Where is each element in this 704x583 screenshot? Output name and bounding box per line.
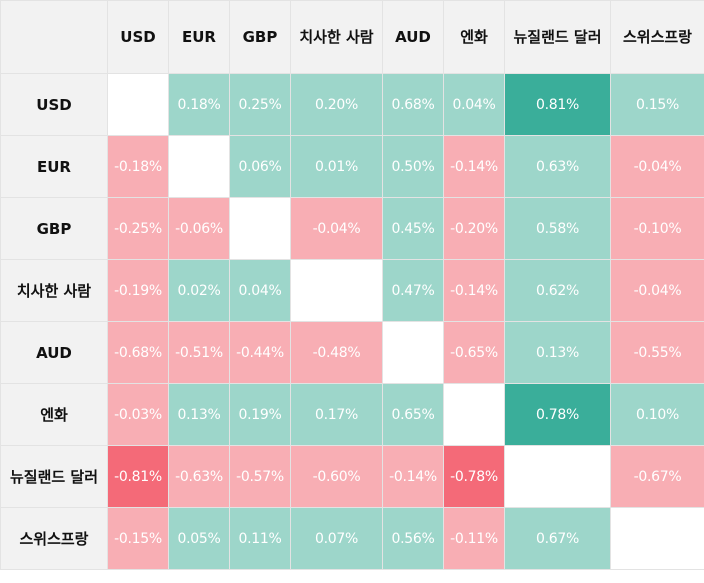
heatmap-cell: -0.81% <box>107 445 169 508</box>
row-header: EUR <box>0 135 108 198</box>
heatmap-cell: 0.04% <box>229 259 291 322</box>
heatmap-cell-empty <box>610 507 704 570</box>
heatmap-cell-empty <box>168 135 230 198</box>
row-header: 스위스프랑 <box>0 507 108 570</box>
heatmap-cell: 0.10% <box>610 383 704 446</box>
heatmap-cell: 0.62% <box>504 259 611 322</box>
heatmap-row: 뉴질랜드 달러 -0.81% -0.63% -0.57% -0.60% -0.14% -0.… <box>0 445 704 508</box>
heatmap-cell: -0.51% <box>168 321 230 384</box>
heatmap-cell: -0.18% <box>107 135 169 198</box>
heatmap-cell: -0.67% <box>610 445 704 508</box>
col-header: 스위스프랑 <box>610 0 704 74</box>
heatmap-cell: 0.81% <box>504 73 611 136</box>
heatmap-row: USD 0.18% 0.25% 0.20% 0.68% 0.04% 0.81% 0.15% <box>0 73 704 136</box>
col-header: 치사한 사람 <box>290 0 383 74</box>
col-header: 뉴질랜드 달러 <box>504 0 611 74</box>
heatmap-cell: -0.44% <box>229 321 291 384</box>
heatmap-cell-empty <box>382 321 444 384</box>
heatmap-cell: 0.45% <box>382 197 444 260</box>
row-header: GBP <box>0 197 108 260</box>
heatmap-cell: -0.14% <box>443 135 505 198</box>
heatmap-cell: -0.14% <box>382 445 444 508</box>
heatmap-cell: 0.50% <box>382 135 444 198</box>
heatmap-row: GBP -0.25% -0.06% -0.04% 0.45% -0.20% 0.58% -0.… <box>0 197 704 260</box>
heatmap-cell: 0.17% <box>290 383 383 446</box>
row-header: AUD <box>0 321 108 384</box>
heatmap-cell: 0.11% <box>229 507 291 570</box>
heatmap-cell: 0.78% <box>504 383 611 446</box>
currency-heatmap: USD EUR GBP 치사한 사람 AUD 엔화 뉴질랜드 달러 스위스프랑 … <box>0 0 704 570</box>
heatmap-cell: 0.25% <box>229 73 291 136</box>
heatmap-row: EUR -0.18% 0.06% 0.01% 0.50% -0.14% 0.63% -0.04… <box>0 135 704 198</box>
heatmap-cell: -0.04% <box>290 197 383 260</box>
heatmap-cell-empty <box>290 259 383 322</box>
heatmap-row: AUD -0.68% -0.51% -0.44% -0.48% -0.65% 0.13% -0… <box>0 321 704 384</box>
heatmap-cell: 0.07% <box>290 507 383 570</box>
heatmap-cell: -0.03% <box>107 383 169 446</box>
heatmap-cell: 0.19% <box>229 383 291 446</box>
heatmap-row: 치사한 사람 -0.19% 0.02% 0.04% 0.47% -0.14% 0.62% -0… <box>0 259 704 322</box>
heatmap-cell: -0.57% <box>229 445 291 508</box>
row-header: 치사한 사람 <box>0 259 108 322</box>
heatmap-cell: -0.15% <box>107 507 169 570</box>
col-header: AUD <box>382 0 444 74</box>
heatmap-cell: 0.02% <box>168 259 230 322</box>
heatmap-cell: 0.04% <box>443 73 505 136</box>
heatmap-cell: -0.48% <box>290 321 383 384</box>
heatmap-cell-empty <box>443 383 505 446</box>
heatmap-cell: -0.10% <box>610 197 704 260</box>
heatmap-cell-empty <box>229 197 291 260</box>
heatmap-cell: -0.11% <box>443 507 505 570</box>
heatmap-cell-empty <box>504 445 611 508</box>
heatmap-cell: 0.68% <box>382 73 444 136</box>
heatmap-body: USD 0.18% 0.25% 0.20% 0.68% 0.04% 0.81% 0.15% EU… <box>0 73 704 570</box>
heatmap-cell: -0.14% <box>443 259 505 322</box>
heatmap-row: 엔화 -0.03% 0.13% 0.19% 0.17% 0.65% 0.78% 0.10% <box>0 383 704 446</box>
col-header: EUR <box>168 0 230 74</box>
heatmap-row: 스위스프랑 -0.15% 0.05% 0.11% 0.07% 0.56% -0.11% 0.6… <box>0 507 704 570</box>
corner-cell <box>0 0 108 74</box>
heatmap-cell: 0.13% <box>504 321 611 384</box>
row-header: 뉴질랜드 달러 <box>0 445 108 508</box>
heatmap-cell: -0.25% <box>107 197 169 260</box>
heatmap-cell: 0.05% <box>168 507 230 570</box>
heatmap-cell: -0.55% <box>610 321 704 384</box>
heatmap-cell: 0.56% <box>382 507 444 570</box>
heatmap-cell: 0.15% <box>610 73 704 136</box>
heatmap-cell: -0.65% <box>443 321 505 384</box>
row-header: 엔화 <box>0 383 108 446</box>
heatmap-cell: 0.63% <box>504 135 611 198</box>
heatmap-cell: -0.04% <box>610 135 704 198</box>
row-header: USD <box>0 73 108 136</box>
heatmap-cell: -0.78% <box>443 445 505 508</box>
heatmap-cell: 0.18% <box>168 73 230 136</box>
heatmap-cell: -0.60% <box>290 445 383 508</box>
heatmap-cell: -0.06% <box>168 197 230 260</box>
header-row: USD EUR GBP 치사한 사람 AUD 엔화 뉴질랜드 달러 스위스프랑 <box>0 0 704 74</box>
heatmap-cell: 0.47% <box>382 259 444 322</box>
heatmap-cell: -0.68% <box>107 321 169 384</box>
heatmap-cell: -0.19% <box>107 259 169 322</box>
heatmap-cell: -0.20% <box>443 197 505 260</box>
col-header: 엔화 <box>443 0 505 74</box>
heatmap-cell: 0.01% <box>290 135 383 198</box>
heatmap-cell: 0.65% <box>382 383 444 446</box>
heatmap-cell: 0.67% <box>504 507 611 570</box>
col-header: GBP <box>229 0 291 74</box>
heatmap-cell: 0.13% <box>168 383 230 446</box>
heatmap-cell: -0.04% <box>610 259 704 322</box>
heatmap-cell-empty <box>107 73 169 136</box>
heatmap-cell: 0.20% <box>290 73 383 136</box>
heatmap-cell: 0.06% <box>229 135 291 198</box>
col-header: USD <box>107 0 169 74</box>
heatmap-cell: -0.63% <box>168 445 230 508</box>
heatmap-cell: 0.58% <box>504 197 611 260</box>
